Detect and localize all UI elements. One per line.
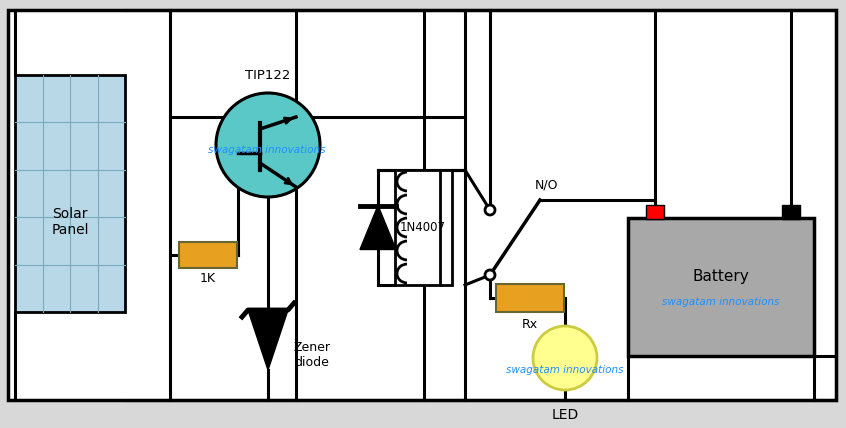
- Polygon shape: [248, 310, 288, 370]
- Text: Zener
diode: Zener diode: [294, 341, 331, 369]
- Text: 1K: 1K: [200, 273, 216, 285]
- Text: swagatam innovations: swagatam innovations: [208, 145, 326, 155]
- Bar: [646, 205, 664, 219]
- Circle shape: [533, 326, 597, 390]
- Text: Solar
Panel: Solar Panel: [52, 207, 89, 237]
- Polygon shape: [360, 205, 396, 250]
- Bar: [15, 75, 125, 312]
- Text: TIP122: TIP122: [245, 68, 291, 81]
- Circle shape: [485, 270, 495, 280]
- Bar: [496, 284, 564, 312]
- Bar: [179, 242, 237, 268]
- Text: swagatam innovations: swagatam innovations: [506, 365, 624, 375]
- Circle shape: [216, 93, 320, 197]
- Circle shape: [485, 205, 495, 215]
- Bar: [782, 205, 800, 219]
- Text: 1N4007: 1N4007: [400, 221, 446, 234]
- Text: swagatam innovations: swagatam innovations: [662, 297, 780, 307]
- Bar: [395, 170, 452, 285]
- Text: Battery: Battery: [693, 270, 750, 285]
- Text: Rx: Rx: [522, 318, 538, 330]
- Text: LED: LED: [552, 408, 579, 422]
- Bar: [628, 218, 814, 356]
- Text: N/O: N/O: [535, 178, 558, 191]
